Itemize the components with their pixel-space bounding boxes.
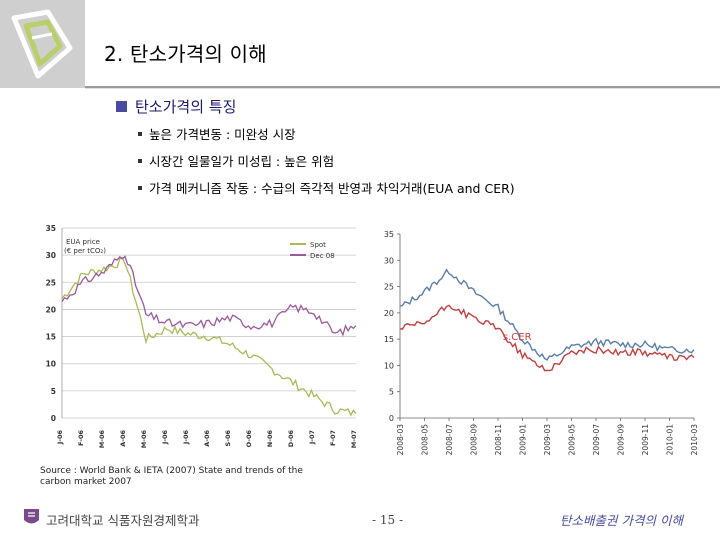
x-tick-label: O-06 bbox=[245, 430, 253, 448]
y-tick-label: 20 bbox=[46, 305, 56, 314]
series-line bbox=[399, 304, 695, 372]
y-tick-label: 5 bbox=[389, 388, 394, 397]
section-heading: 탄소가격의 특징 bbox=[116, 96, 236, 117]
source-line: carbon market 2007 bbox=[40, 477, 132, 487]
bullet-list: 높은 가격변동 : 미완성 시장 시장간 일물일가 미성립 : 높은 위험 가격… bbox=[138, 127, 515, 208]
series-annotation: s.CER bbox=[503, 332, 532, 343]
series-line bbox=[61, 255, 357, 337]
y-tick-label: 0 bbox=[389, 414, 394, 423]
y-tick-label: 35 bbox=[384, 230, 394, 239]
y-tick-label: 10 bbox=[384, 361, 394, 370]
x-tick-label: 2009-03 bbox=[543, 424, 552, 456]
x-tick-label: 2009-07 bbox=[592, 424, 601, 456]
x-tick-label: 2009-11 bbox=[641, 424, 650, 456]
y-axis-title: EUA price bbox=[66, 238, 100, 246]
eua-price-chart-svg: 0 5 10 15 20 25 30 35 J-06 F-06 M-06 A-06 M-06 J-06 J-… bbox=[36, 220, 362, 456]
x-tick-label: M-06 bbox=[140, 430, 148, 449]
x-tick-label: N-06 bbox=[266, 430, 274, 448]
x-tick-label: M-06 bbox=[98, 430, 106, 449]
source-line: Source : World Bank & IETA (2007) State … bbox=[40, 466, 303, 476]
y-tick-label: 35 bbox=[46, 224, 56, 233]
x-tick-label: 2010-03 bbox=[690, 424, 698, 456]
x-tick-label: J-06 bbox=[56, 430, 64, 446]
footer-department: 고려대학교 식품자원경제학과 bbox=[46, 513, 200, 528]
x-tick-label: F-07 bbox=[329, 430, 337, 446]
source-note: Source : World Bank & IETA (2007) State … bbox=[40, 466, 303, 488]
series-line bbox=[399, 268, 695, 361]
x-tick-label: 2008-03 bbox=[396, 424, 405, 456]
x-tick-label: 2008-09 bbox=[470, 424, 479, 456]
y-tick-label: 5 bbox=[51, 387, 56, 396]
series-line bbox=[61, 256, 357, 417]
bullet-text: 가격 메커니즘 작동 : 수급의 즉각적 반영과 차익거래(EUA and CE… bbox=[149, 181, 515, 196]
x-tick-label: A-06 bbox=[119, 430, 127, 447]
y-tick-label: 25 bbox=[46, 278, 56, 287]
x-tick-label: M-07 bbox=[350, 430, 358, 448]
y-tick-label: 15 bbox=[384, 335, 394, 344]
x-tick-label: A-06 bbox=[203, 430, 211, 447]
x-tick-label: D-06 bbox=[287, 430, 295, 448]
x-tick-label: 2008-07 bbox=[445, 424, 454, 456]
logo-panel bbox=[0, 0, 85, 88]
page-title: 2. 탄소가격의 이해 bbox=[104, 42, 267, 66]
y-axis-title: (€ per tCO₂) bbox=[64, 247, 106, 255]
section-heading-text: 탄소가격의 특징 bbox=[135, 98, 237, 116]
x-tick-label: J-06 bbox=[182, 430, 190, 446]
square-bullet-icon bbox=[116, 101, 127, 112]
eua-price-chart: 0 5 10 15 20 25 30 35 J-06 F-06 M-06 A-06 M-06 J-06 J-… bbox=[36, 220, 362, 456]
bullet-item: 가격 메커니즘 작동 : 수급의 즉각적 반영과 차익거래(EUA and CE… bbox=[138, 181, 515, 208]
x-tick-label: 2009-01 bbox=[519, 424, 528, 456]
x-tick-label: J-07 bbox=[308, 430, 316, 445]
eua-cer-price-chart: 0 5 10 15 20 25 30 35 2008-03 2008-05 2008-07 2008-… bbox=[368, 222, 699, 460]
y-tick-label: 20 bbox=[384, 309, 394, 318]
university-crest-icon bbox=[24, 509, 39, 524]
bullet-dot-icon bbox=[138, 132, 142, 136]
x-tick-label: 2010-01 bbox=[666, 424, 675, 456]
x-tick-label: 2008-05 bbox=[421, 424, 430, 456]
x-tick-label: F-06 bbox=[77, 430, 85, 446]
title-divider-shadow bbox=[85, 88, 720, 89]
title-divider bbox=[85, 86, 720, 88]
footer-topic: 탄소배출권 가격의 이해 bbox=[560, 513, 683, 528]
x-tick-label: J-06 bbox=[161, 430, 169, 446]
bullet-dot-icon bbox=[138, 159, 142, 163]
legend-label: Spot bbox=[310, 241, 326, 249]
x-tick-label: 2009-05 bbox=[568, 424, 577, 456]
x-tick-label: 2009-09 bbox=[617, 424, 626, 456]
y-tick-label: 30 bbox=[384, 256, 394, 265]
bullet-item: 높은 가격변동 : 미완성 시장 bbox=[138, 127, 515, 154]
page-number: - 15 - bbox=[372, 513, 404, 527]
x-tick-label: S-06 bbox=[224, 430, 232, 447]
bullet-dot-icon bbox=[138, 186, 142, 190]
y-tick-label: 30 bbox=[46, 251, 56, 260]
bullet-text: 시장간 일물일가 미성립 : 높은 위험 bbox=[149, 154, 335, 169]
bullet-item: 시장간 일물일가 미성립 : 높은 위험 bbox=[138, 154, 515, 181]
x-tick-label: 2008-11 bbox=[494, 424, 503, 456]
legend-label: Dec 08 bbox=[310, 252, 335, 260]
y-tick-label: 15 bbox=[46, 333, 56, 342]
eua-cer-price-chart-svg: 0 5 10 15 20 25 30 35 2008-03 2008-05 2008-07 2008-… bbox=[384, 230, 699, 456]
y-tick-label: 10 bbox=[46, 360, 56, 369]
y-tick-label: 25 bbox=[384, 283, 394, 292]
university-emblem-icon bbox=[11, 9, 73, 79]
y-tick-label: 0 bbox=[51, 414, 56, 423]
bullet-text: 높은 가격변동 : 미완성 시장 bbox=[149, 127, 296, 142]
